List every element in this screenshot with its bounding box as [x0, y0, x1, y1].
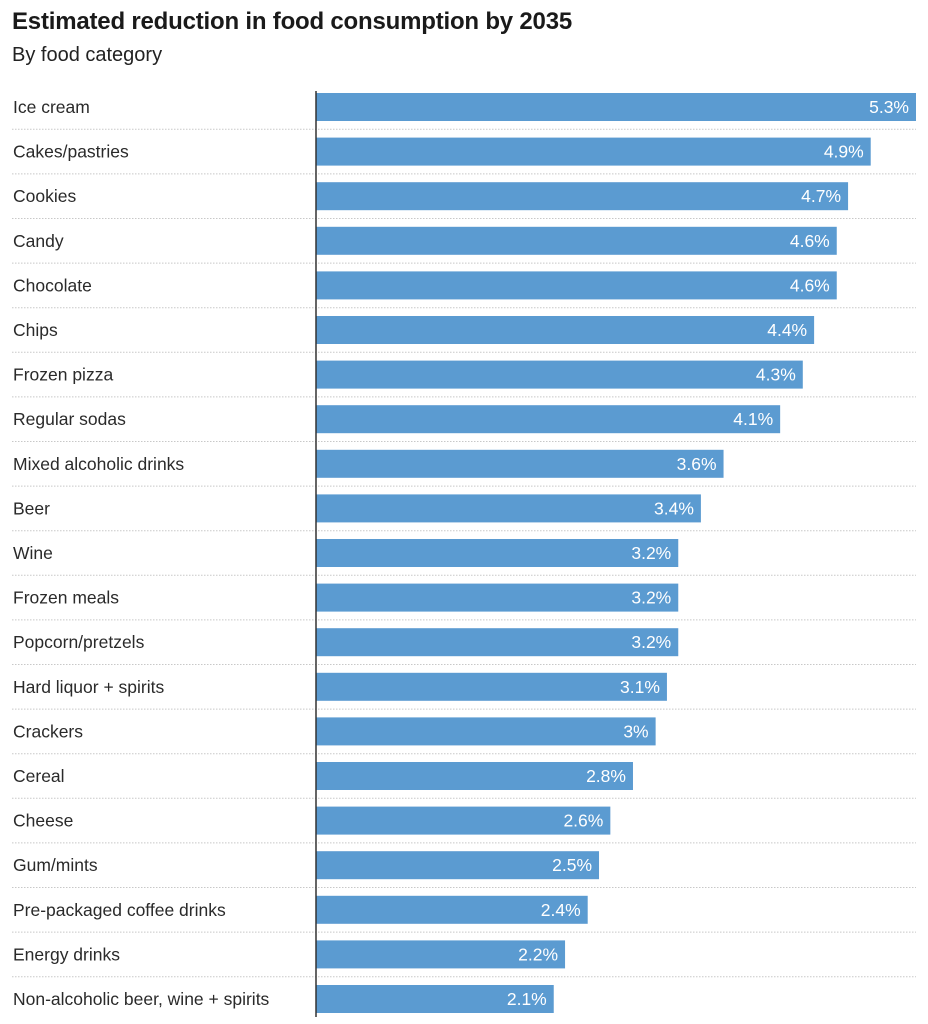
category-label: Pre-packaged coffee drinks — [13, 900, 226, 920]
category-label: Beer — [13, 498, 50, 518]
value-label: 3.2% — [631, 543, 671, 563]
category-label: Cookies — [13, 186, 76, 206]
bar — [316, 895, 588, 924]
value-label: 4.4% — [767, 320, 807, 340]
value-label: 2.2% — [518, 944, 558, 964]
category-label: Non-alcoholic beer, wine + spirits — [13, 989, 270, 1009]
bar — [316, 93, 916, 121]
value-label: 4.3% — [756, 365, 796, 385]
bar — [316, 271, 837, 300]
category-label: Frozen meals — [13, 588, 119, 608]
bar — [316, 940, 566, 969]
category-label: Mixed alcoholic drinks — [13, 454, 184, 474]
category-label: Frozen pizza — [13, 365, 113, 385]
category-label: Crackers — [13, 721, 83, 741]
value-label: 3.2% — [631, 632, 671, 652]
bar — [316, 539, 679, 567]
value-label: 5.3% — [869, 97, 909, 117]
category-label: Regular sodas — [13, 409, 126, 429]
category-label: Cheese — [13, 811, 73, 831]
bar — [316, 851, 600, 880]
value-label: 3.6% — [677, 454, 717, 474]
bar — [316, 137, 871, 166]
bar — [316, 628, 679, 657]
value-label: 2.1% — [507, 989, 547, 1009]
category-label: Hard liquor + spirits — [13, 677, 164, 697]
bar — [316, 316, 815, 344]
bar — [316, 806, 611, 835]
category-label: Ice cream — [13, 97, 90, 117]
value-label: 3.1% — [620, 677, 660, 697]
value-label: 3.2% — [631, 588, 671, 608]
value-label: 4.1% — [733, 409, 773, 429]
bar — [316, 494, 701, 523]
chart-title: Estimated reduction in food consumption … — [12, 8, 573, 35]
value-label: 2.4% — [541, 900, 581, 920]
bar — [316, 182, 849, 211]
chart-subtitle: By food category — [12, 44, 163, 66]
bar — [316, 717, 656, 746]
value-label: 4.6% — [790, 231, 830, 251]
bar — [316, 583, 679, 612]
value-label: 2.6% — [563, 811, 603, 831]
bar — [316, 405, 781, 434]
category-label: Gum/mints — [13, 855, 98, 875]
bar — [316, 360, 803, 389]
value-label: 2.5% — [552, 855, 592, 875]
category-label: Popcorn/pretzels — [13, 632, 145, 652]
bar — [316, 449, 724, 478]
category-label: Chocolate — [13, 275, 92, 295]
category-label: Cereal — [13, 766, 65, 786]
bar — [316, 672, 667, 701]
value-label: 2.8% — [586, 766, 626, 786]
value-label: 3% — [623, 721, 648, 741]
value-label: 4.9% — [824, 142, 864, 162]
category-label: Chips — [13, 320, 58, 340]
bar — [316, 762, 633, 790]
value-label: 3.4% — [654, 498, 694, 518]
bar — [316, 985, 554, 1013]
category-label: Energy drinks — [13, 944, 120, 964]
bar — [316, 226, 837, 255]
value-label: 4.7% — [801, 186, 841, 206]
category-label: Cakes/pastries — [13, 142, 129, 162]
value-label: 4.6% — [790, 275, 830, 295]
category-label: Candy — [13, 231, 64, 251]
category-label: Wine — [13, 543, 53, 563]
